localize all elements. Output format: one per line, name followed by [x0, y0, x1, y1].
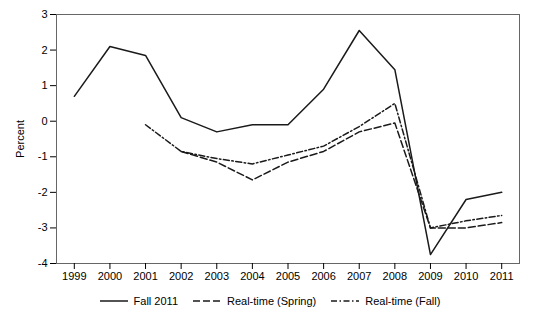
svg-text:-4: -4 [38, 257, 48, 269]
svg-text:-3: -3 [38, 221, 48, 233]
svg-text:2004: 2004 [240, 270, 264, 282]
html-text:Real-time (Spring): Real-time (Spring) [227, 295, 317, 307]
svg-text:2000: 2000 [98, 270, 122, 282]
svg-text:-1: -1 [38, 150, 48, 162]
svg-text:-2: -2 [38, 186, 48, 198]
svg-text:2006: 2006 [311, 270, 335, 282]
svg-text:Percent: Percent [14, 120, 26, 158]
svg-text:0: 0 [41, 115, 47, 127]
svg-text:2005: 2005 [276, 270, 300, 282]
svg-text:2011: 2011 [490, 270, 514, 282]
svg-text:3: 3 [41, 8, 47, 20]
html-text:Fall 2011: Fall 2011 [133, 295, 178, 307]
svg-text:2: 2 [41, 44, 47, 56]
svg-text:2009: 2009 [418, 270, 442, 282]
svg-text:2007: 2007 [347, 270, 371, 282]
svg-text:2008: 2008 [383, 270, 407, 282]
svg-text:1: 1 [41, 79, 47, 91]
svg-text:2003: 2003 [205, 270, 229, 282]
svg-text:2002: 2002 [169, 270, 193, 282]
svg-text:2001: 2001 [133, 270, 157, 282]
html-text:Real-time (Fall): Real-time (Fall) [365, 295, 441, 307]
svg-text:1999: 1999 [62, 270, 86, 282]
svg-text:2010: 2010 [454, 270, 478, 282]
